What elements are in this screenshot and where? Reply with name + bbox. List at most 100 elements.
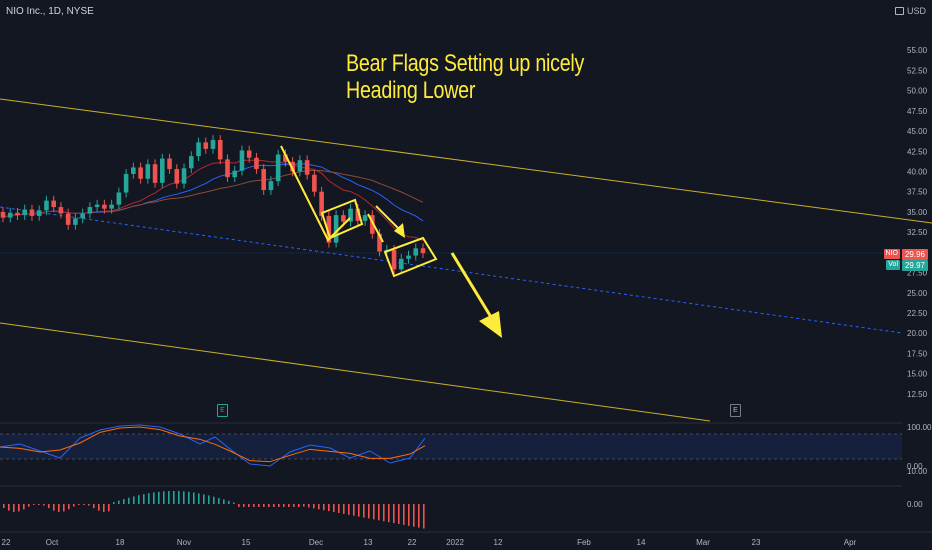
histogram-bar: [228, 500, 230, 504]
histogram-bar: [73, 504, 75, 507]
stoch-axis-label: 100.00: [907, 423, 932, 432]
second-leg-drawing: [367, 213, 384, 243]
stoch-band: [0, 434, 902, 459]
y-tick-label: 50.00: [907, 87, 928, 96]
histogram-bar: [23, 504, 25, 510]
x-tick-label: 2022: [446, 538, 464, 547]
candle-body: [131, 167, 136, 174]
candle: [174, 164, 180, 189]
x-tick-label: Oct: [46, 538, 59, 547]
candle-body: [362, 215, 368, 221]
bear-flag-2: [383, 236, 438, 278]
candle: [370, 210, 375, 239]
histogram-bar: [123, 499, 125, 504]
candle-body: [225, 159, 230, 178]
chart-annotation[interactable]: Bear Flags Setting up nicely Heading Low…: [346, 50, 584, 104]
candle: [87, 202, 93, 219]
candle-body: [304, 160, 310, 175]
candle-body: [326, 215, 332, 243]
candle: [348, 203, 353, 227]
small-arrow-shaft: [375, 205, 401, 231]
candle: [362, 210, 368, 226]
candle: [413, 243, 419, 261]
histogram-bar: [78, 504, 80, 505]
histogram-bar: [378, 504, 380, 521]
symbol-tag: NIO: [883, 249, 900, 259]
candle: [283, 149, 288, 167]
candle: [44, 195, 49, 216]
small-arrow-head: [394, 223, 405, 238]
histogram-bar: [258, 504, 260, 507]
candle: [391, 245, 397, 275]
candle: [239, 145, 245, 176]
y-tick-label: 32.50: [907, 228, 928, 237]
candle: [160, 153, 165, 188]
histogram-bar: [323, 504, 325, 511]
bear-flag-1: [320, 198, 364, 240]
histogram-bar: [418, 504, 420, 528]
candle: [123, 169, 129, 198]
candle-body: [261, 169, 266, 191]
candle: [29, 204, 35, 221]
histogram-bar: [118, 500, 120, 504]
last-price-tag: 29.96: [901, 249, 928, 260]
moving-average-red: [2, 159, 424, 241]
candle: [319, 186, 324, 221]
candle: [333, 210, 339, 248]
candle-body: [102, 204, 107, 209]
candle-body: [160, 158, 165, 183]
x-tick-label: 12: [494, 538, 503, 547]
candle: [116, 187, 122, 210]
earnings-marker[interactable]: E: [217, 404, 228, 417]
histogram-bar: [203, 494, 205, 504]
histogram-bar: [128, 497, 130, 504]
histogram-bar: [288, 504, 290, 507]
impulse-leg-drawing: [280, 145, 351, 242]
histogram-bar: [63, 504, 65, 512]
stoch-k-line: [0, 424, 426, 467]
histogram-bar: [408, 504, 410, 526]
histogram-bar: [298, 504, 300, 507]
histogram-bar: [268, 504, 270, 507]
histogram-bar: [383, 504, 385, 522]
x-tick-label: Mar: [696, 538, 710, 547]
candle: [80, 208, 85, 224]
candle-body: [15, 212, 20, 216]
histogram-bar: [68, 504, 70, 510]
histogram-bar: [363, 504, 365, 518]
lock-icon: [894, 7, 904, 15]
candle-body: [152, 164, 158, 183]
candle: [0, 207, 6, 223]
candle: [109, 199, 114, 214]
earnings-marker-upcoming[interactable]: E: [730, 404, 741, 417]
candle: [304, 155, 310, 180]
histogram-bar: [208, 495, 210, 504]
candle-body: [246, 150, 252, 158]
candle-body: [254, 157, 259, 170]
candle-body: [420, 248, 426, 254]
histogram-bar: [108, 504, 110, 512]
candle: [420, 243, 426, 258]
y-tick-label: 42.50: [907, 147, 928, 156]
y-tick-label: 20.00: [907, 329, 928, 338]
candle: [290, 156, 295, 177]
histogram-bar: [343, 504, 345, 514]
candle-body: [275, 154, 281, 182]
histogram-bar: [218, 498, 220, 504]
candle: [232, 165, 238, 182]
candle: [73, 213, 78, 230]
currency-label[interactable]: USD: [894, 6, 926, 16]
candle-body: [181, 168, 187, 184]
histogram-bar: [18, 504, 20, 512]
candle-body: [355, 208, 361, 221]
candle: [36, 205, 42, 221]
histogram-bar: [368, 504, 370, 519]
histogram-bar: [308, 504, 310, 508]
histogram-bar: [168, 491, 170, 504]
histogram-bar: [38, 504, 40, 505]
candle-body: [138, 167, 143, 179]
histogram-bar: [103, 504, 105, 512]
x-tick-label: Dec: [309, 538, 323, 547]
candle-body: [196, 142, 201, 157]
